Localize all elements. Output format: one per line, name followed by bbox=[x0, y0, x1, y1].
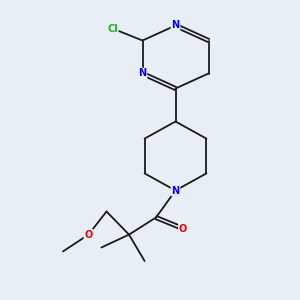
Text: N: N bbox=[138, 68, 147, 79]
Text: N: N bbox=[171, 185, 180, 196]
Text: O: O bbox=[84, 230, 93, 240]
Text: Cl: Cl bbox=[107, 23, 118, 34]
Text: N: N bbox=[171, 20, 180, 31]
Text: O: O bbox=[179, 224, 187, 234]
